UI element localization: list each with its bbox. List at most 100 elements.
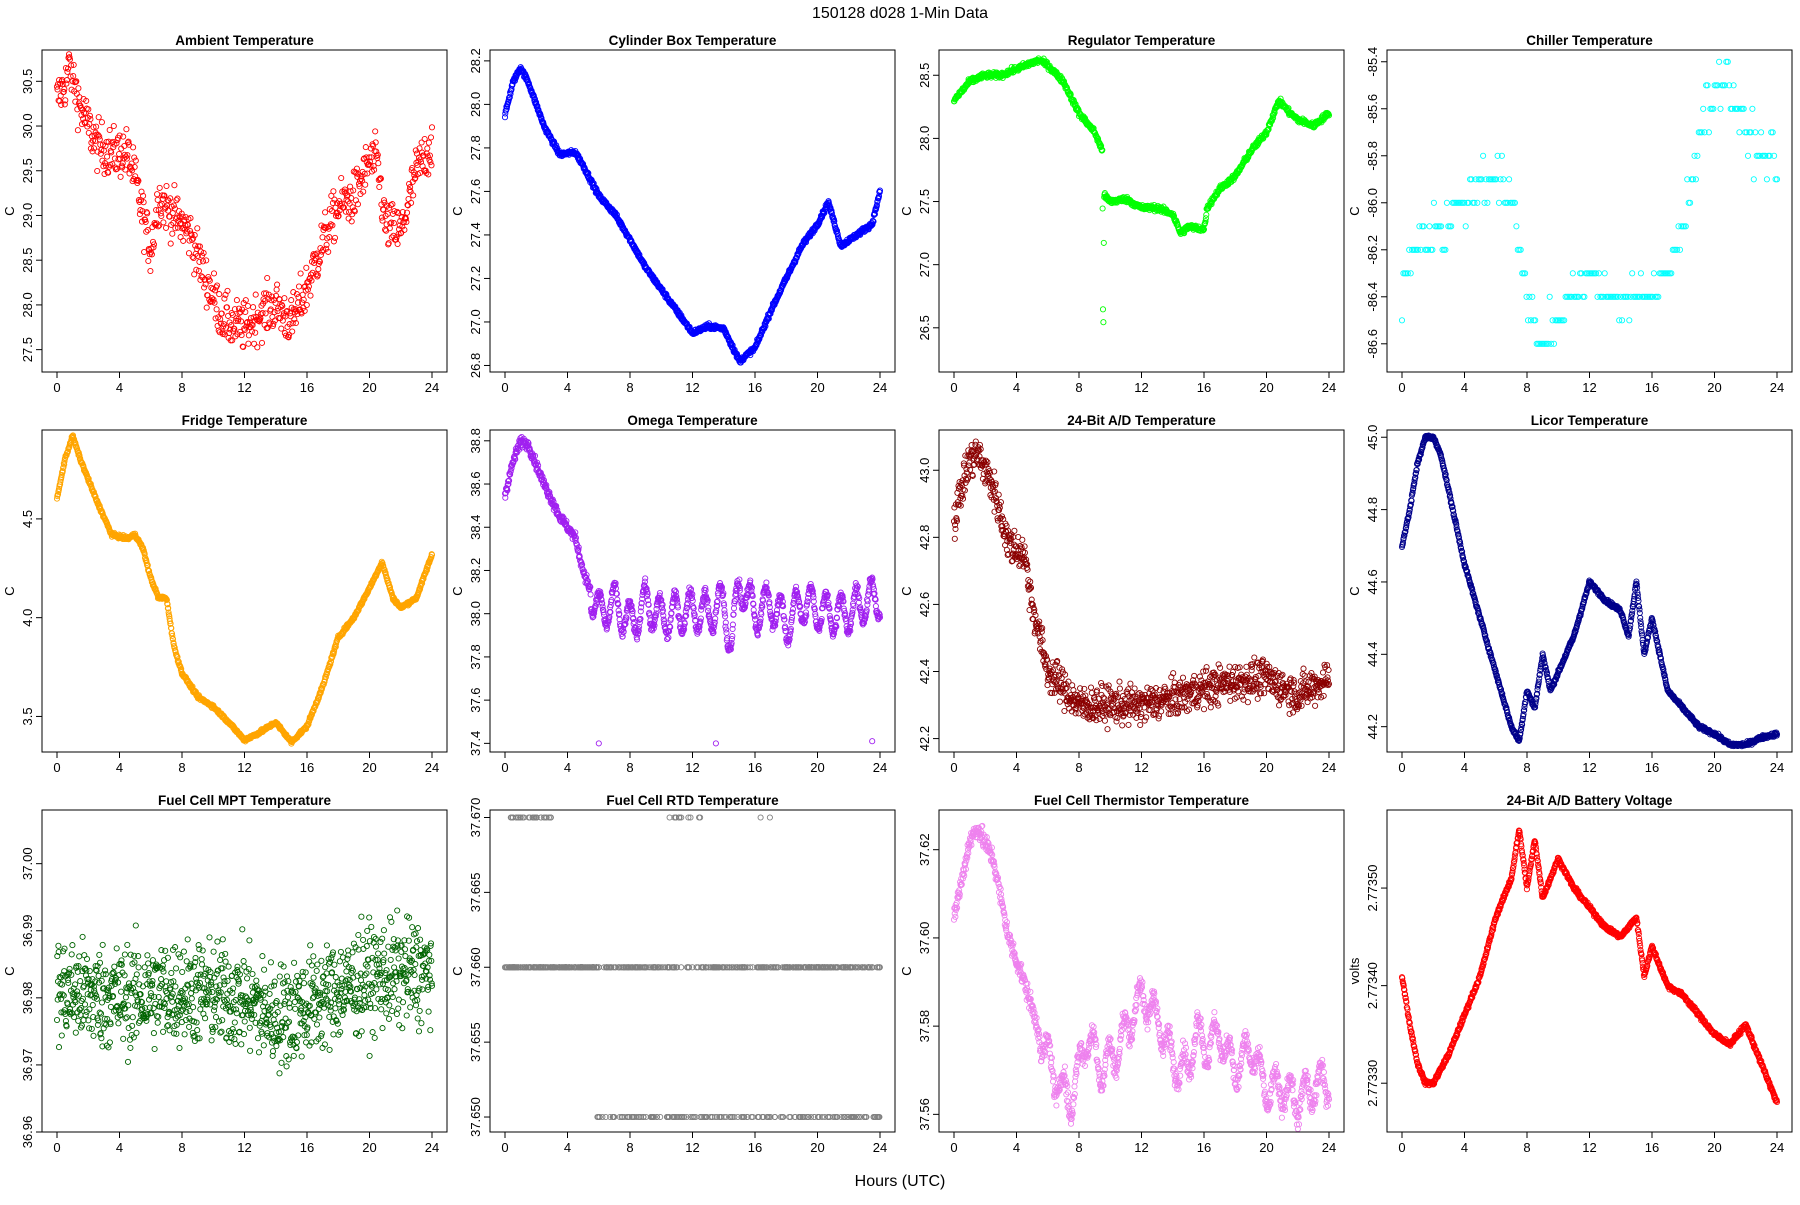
data-point xyxy=(234,298,239,303)
y-tick-label: 4.0 xyxy=(20,609,35,627)
x-tick-label: 20 xyxy=(1259,380,1273,395)
data-point xyxy=(211,271,216,276)
x-tick-label: 0 xyxy=(53,380,60,395)
data-point xyxy=(132,155,137,160)
data-point xyxy=(1101,240,1106,245)
panel-title: Chiller Temperature xyxy=(1526,33,1653,48)
data-point xyxy=(1750,106,1755,111)
y-tick-label: 29.5 xyxy=(20,158,35,183)
data-point xyxy=(363,182,368,187)
data-point xyxy=(118,174,123,179)
data-points xyxy=(502,434,882,746)
data-point xyxy=(117,151,122,156)
data-point xyxy=(75,128,80,133)
plot-frame xyxy=(42,430,447,752)
panel-title: Omega Temperature xyxy=(627,413,758,428)
y-tick-label: -86.6 xyxy=(1365,329,1380,359)
data-point xyxy=(316,267,321,272)
y-tick-label: -85.6 xyxy=(1365,94,1380,124)
data-point xyxy=(95,168,100,173)
y-tick-label: 28.0 xyxy=(20,292,35,317)
y-tick-label: 27.5 xyxy=(917,189,932,214)
data-point xyxy=(1507,177,1512,182)
x-tick-label: 0 xyxy=(950,380,957,395)
data-point xyxy=(124,127,129,132)
data-point xyxy=(195,226,200,231)
data-point xyxy=(274,287,279,292)
x-tick-label: 20 xyxy=(810,380,824,395)
data-point xyxy=(290,329,295,334)
x-tick-label: 4 xyxy=(116,380,123,395)
y-tick-label: 28.2 xyxy=(468,48,483,73)
figure-title: 150128 d028 1-Min Data xyxy=(812,5,988,22)
data-point xyxy=(298,271,303,276)
x-tick-label: 0 xyxy=(53,760,60,775)
data-point xyxy=(339,175,344,180)
y-tick-label: 29.0 xyxy=(20,203,35,228)
y-tick-label: 3.5 xyxy=(20,707,35,725)
data-point xyxy=(304,302,309,307)
data-point xyxy=(304,265,309,270)
data-point xyxy=(429,163,434,168)
data-point xyxy=(1101,320,1106,325)
panel-title: Fridge Temperature xyxy=(182,413,308,428)
data-point xyxy=(1759,130,1764,135)
data-point xyxy=(146,258,151,263)
data-point xyxy=(1630,271,1635,276)
data-point xyxy=(282,296,287,301)
data-point xyxy=(377,184,382,189)
data-point xyxy=(148,268,153,273)
data-point xyxy=(324,242,329,247)
panel-title: Ambient Temperature xyxy=(175,33,314,48)
data-point xyxy=(1737,130,1742,135)
data-point xyxy=(425,146,430,151)
data-point xyxy=(155,197,160,202)
data-point xyxy=(363,145,368,150)
data-point xyxy=(1638,271,1643,276)
data-points xyxy=(951,56,1331,325)
data-point xyxy=(373,129,378,134)
data-point xyxy=(308,293,313,298)
data-point xyxy=(643,576,648,581)
y-tick-label: 27.0 xyxy=(468,309,483,334)
data-point xyxy=(265,275,270,280)
data-point xyxy=(1764,177,1769,182)
data-point xyxy=(1444,200,1449,205)
data-point xyxy=(1627,318,1632,323)
x-tick-label: 8 xyxy=(1075,380,1082,395)
data-point xyxy=(706,605,711,610)
data-points xyxy=(54,52,434,350)
data-point xyxy=(331,239,336,244)
data-point xyxy=(105,154,110,159)
data-point xyxy=(1427,224,1432,229)
data-point xyxy=(1463,224,1468,229)
data-point xyxy=(246,341,251,346)
x-tick-label: 16 xyxy=(1197,380,1211,395)
data-point xyxy=(426,140,431,145)
data-point xyxy=(96,115,101,120)
data-point xyxy=(346,216,351,221)
data-point xyxy=(170,231,175,236)
data-point xyxy=(1431,200,1436,205)
y-tick-label: 30.0 xyxy=(20,113,35,138)
x-tick-label: 12 xyxy=(237,380,251,395)
x-tick-label: 20 xyxy=(362,380,376,395)
data-point xyxy=(1751,177,1756,182)
data-point xyxy=(142,249,147,254)
data-point xyxy=(1651,271,1656,276)
y-tick-label: 27.0 xyxy=(917,252,932,277)
data-points xyxy=(502,65,882,366)
x-tick-label: 20 xyxy=(1707,380,1721,395)
x-tick-label: 16 xyxy=(1645,380,1659,395)
data-point xyxy=(1100,307,1105,312)
y-tick-label: -86.0 xyxy=(1365,188,1380,218)
x-tick-label: 8 xyxy=(1523,380,1530,395)
x-tick-label: 4 xyxy=(1461,380,1468,395)
data-point xyxy=(175,196,180,201)
x-tick-label: 8 xyxy=(626,380,633,395)
data-point xyxy=(270,314,275,319)
